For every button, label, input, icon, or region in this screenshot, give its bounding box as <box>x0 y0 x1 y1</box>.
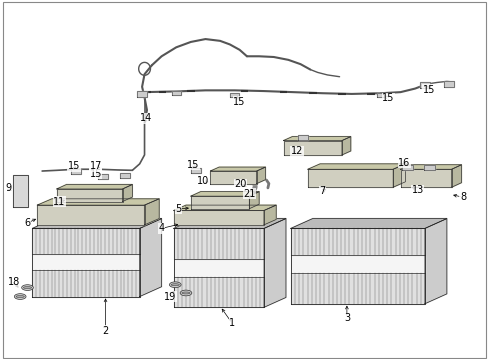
Polygon shape <box>32 270 140 297</box>
Ellipse shape <box>16 296 24 298</box>
Polygon shape <box>283 140 341 155</box>
Text: 15: 15 <box>422 85 434 95</box>
Polygon shape <box>290 273 424 304</box>
Text: 21: 21 <box>243 189 255 199</box>
Polygon shape <box>424 219 446 304</box>
Polygon shape <box>307 164 405 169</box>
Polygon shape <box>173 259 264 277</box>
Polygon shape <box>402 165 412 170</box>
Ellipse shape <box>180 290 191 296</box>
Polygon shape <box>451 165 461 187</box>
Polygon shape <box>173 228 264 259</box>
Polygon shape <box>32 228 140 253</box>
Text: 3: 3 <box>343 313 349 323</box>
Polygon shape <box>144 199 159 225</box>
Ellipse shape <box>21 285 33 291</box>
Text: 15: 15 <box>187 160 199 170</box>
Ellipse shape <box>169 282 181 288</box>
Polygon shape <box>57 184 132 189</box>
Polygon shape <box>400 169 451 187</box>
Ellipse shape <box>182 292 190 294</box>
Polygon shape <box>137 91 147 96</box>
Polygon shape <box>37 199 159 205</box>
Text: 11: 11 <box>53 197 65 207</box>
Polygon shape <box>190 168 200 173</box>
Text: 15: 15 <box>382 93 394 103</box>
Polygon shape <box>297 135 308 140</box>
Text: 7: 7 <box>319 186 325 197</box>
Polygon shape <box>140 219 161 297</box>
Polygon shape <box>13 175 28 207</box>
Text: 5: 5 <box>175 204 182 214</box>
Text: 15: 15 <box>89 168 102 179</box>
Polygon shape <box>249 192 259 209</box>
Text: 4: 4 <box>158 224 164 233</box>
Polygon shape <box>210 167 265 171</box>
Polygon shape <box>376 93 385 97</box>
Polygon shape <box>173 277 264 307</box>
Polygon shape <box>290 255 424 273</box>
Text: 20: 20 <box>234 179 246 189</box>
Text: 10: 10 <box>197 176 209 186</box>
Polygon shape <box>173 219 285 228</box>
Text: 1: 1 <box>229 319 235 328</box>
Polygon shape <box>71 169 81 175</box>
Ellipse shape <box>23 287 32 289</box>
Polygon shape <box>32 219 161 228</box>
Polygon shape <box>173 211 264 225</box>
Text: 18: 18 <box>8 277 20 287</box>
Text: 15: 15 <box>233 97 245 107</box>
Text: 9: 9 <box>5 183 11 193</box>
Text: 13: 13 <box>410 185 423 195</box>
Polygon shape <box>173 205 276 211</box>
Polygon shape <box>37 205 144 225</box>
Ellipse shape <box>14 294 26 300</box>
Polygon shape <box>190 196 249 209</box>
Polygon shape <box>57 189 122 202</box>
Polygon shape <box>32 253 140 270</box>
Polygon shape <box>264 205 276 225</box>
Polygon shape <box>392 164 405 187</box>
Polygon shape <box>264 219 285 307</box>
Text: 15: 15 <box>67 161 80 171</box>
Text: 2: 2 <box>102 325 108 336</box>
Polygon shape <box>210 171 256 184</box>
Text: 16: 16 <box>398 158 410 168</box>
Polygon shape <box>290 228 424 255</box>
Polygon shape <box>171 90 180 95</box>
Polygon shape <box>230 93 239 97</box>
Polygon shape <box>400 165 461 169</box>
Polygon shape <box>307 169 392 187</box>
Text: 17: 17 <box>89 161 102 171</box>
Polygon shape <box>290 219 446 228</box>
Polygon shape <box>122 184 132 202</box>
Text: 14: 14 <box>140 113 152 123</box>
Polygon shape <box>283 136 350 140</box>
Polygon shape <box>98 174 108 179</box>
Ellipse shape <box>171 284 179 286</box>
Text: 8: 8 <box>459 192 465 202</box>
Polygon shape <box>419 82 429 87</box>
Polygon shape <box>256 167 265 184</box>
Polygon shape <box>341 136 350 155</box>
Polygon shape <box>120 174 130 178</box>
Text: 6: 6 <box>24 218 31 228</box>
Text: 12: 12 <box>290 146 303 156</box>
Polygon shape <box>444 81 453 87</box>
Polygon shape <box>190 192 259 196</box>
Text: 19: 19 <box>164 292 176 302</box>
Polygon shape <box>424 165 434 170</box>
